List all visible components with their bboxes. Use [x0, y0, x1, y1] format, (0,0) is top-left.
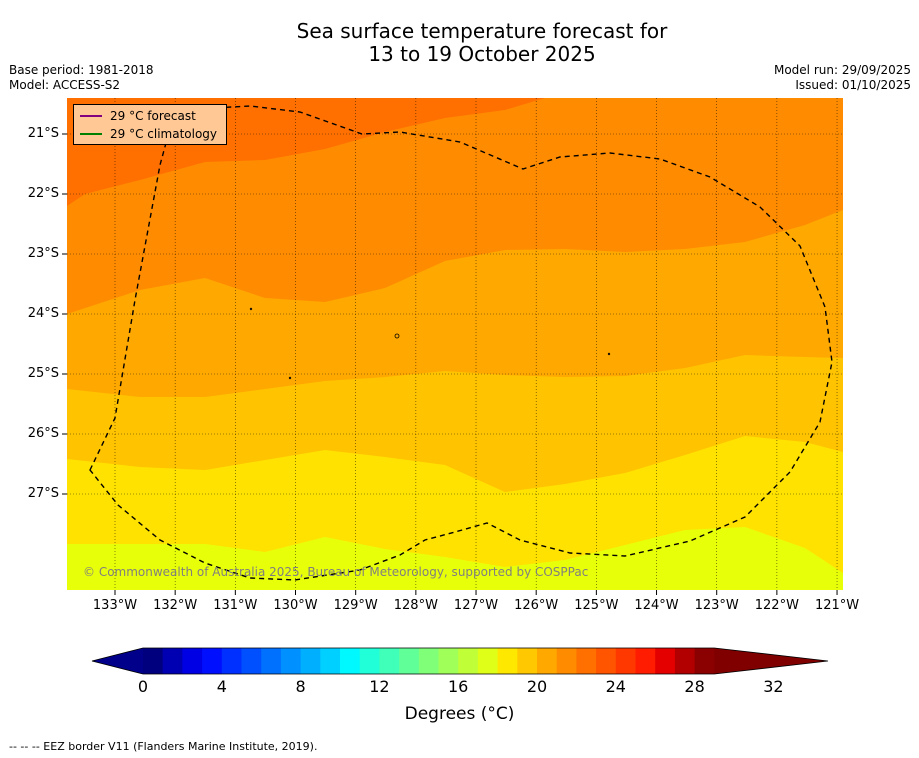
lon-label: 125°W: [574, 598, 619, 613]
lon-label: 127°W: [453, 598, 499, 613]
lon-label: 130°W: [273, 598, 318, 613]
colorbar-segment: [418, 648, 439, 674]
sst-contour-field: [67, 98, 843, 590]
colorbar-tick-label: 4: [216, 677, 227, 696]
chart-title-line1: Sea surface temperature forecast for: [296, 19, 668, 43]
colorbar-segment: [517, 648, 538, 674]
colorbar-over-arrow: [714, 648, 828, 674]
colorbar-segment: [399, 648, 420, 674]
eez-footnote: -- -- -- EEZ border V11 (Flanders Marine…: [9, 740, 318, 753]
lat-label: 21°S: [27, 126, 59, 141]
colorbar-segment: [359, 648, 380, 674]
colorbar-segment: [635, 648, 656, 674]
colorbar-segment: [379, 648, 400, 674]
legend-forecast-label: 29 °C forecast: [110, 109, 196, 123]
colorbar-segment: [438, 648, 459, 674]
lat-label: 23°S: [27, 246, 59, 261]
lon-label: 131°W: [213, 598, 258, 613]
model-run-text: Model run: 29/09/2025: [773, 63, 911, 77]
island: [288, 376, 292, 380]
island: [607, 352, 611, 356]
colorbar: [91, 647, 829, 675]
lon-label: 121°W: [814, 598, 860, 613]
colorbar-segment: [143, 648, 164, 674]
lon-label: 126°W: [514, 598, 559, 613]
lat-label: 25°S: [27, 366, 59, 381]
colorbar-segment: [497, 648, 518, 674]
colorbar-segment: [241, 648, 262, 674]
island: [249, 307, 253, 311]
colorbar-tick-label: 0: [137, 677, 149, 696]
lat-label: 24°S: [27, 306, 59, 321]
legend-forecast-line: [80, 115, 102, 117]
lon-tick-marks: [114, 590, 838, 595]
colorbar-tick-label: 8: [295, 677, 306, 696]
colorbar-segment: [556, 648, 577, 674]
colorbar-tick-label: 28: [684, 677, 705, 696]
lon-label: 122°W: [754, 598, 799, 613]
colorbar-segment: [340, 648, 361, 674]
colorbar-tick-label: 20: [526, 677, 548, 696]
colorbar-tick-label: 24: [605, 677, 626, 696]
eez-border: [89, 105, 833, 581]
colorbar-segment: [694, 648, 715, 674]
colorbar-outline: [91, 647, 829, 675]
lat-tick-marks: [62, 133, 67, 495]
lon-label: 128°W: [393, 598, 438, 613]
colorbar-tick-label: 16: [448, 677, 469, 696]
colorbar-tick-label: 32: [763, 677, 784, 696]
colorbar-under-arrow: [92, 648, 143, 674]
colorbar-segment: [202, 648, 223, 674]
colorbar-segment: [221, 648, 242, 674]
island: [394, 333, 400, 339]
colorbar-segment: [596, 648, 617, 674]
colorbar-segment: [261, 648, 282, 674]
colorbar-segment: [300, 648, 321, 674]
colorbar-segment: [280, 648, 302, 674]
colorbar-tick-label: 12: [369, 677, 390, 696]
lon-label: 133°W: [92, 598, 138, 613]
colorbar-segment: [655, 648, 676, 674]
copyright-text: © Commonwealth of Australia 2025, Bureau…: [83, 565, 589, 579]
legend: 29 °C forecast 29 °C climatology: [73, 104, 227, 145]
legend-entry-forecast: 29 °C forecast: [80, 109, 196, 123]
legend-climatology-line: [80, 133, 102, 135]
legend-climatology-label: 29 °C climatology: [110, 127, 218, 141]
colorbar-segment: [674, 648, 696, 674]
lon-label: 129°W: [333, 598, 378, 613]
colorbar-segment: [320, 648, 341, 674]
issued-text: Issued: 01/10/2025: [795, 78, 911, 92]
model-text: Model: ACCESS-S2: [9, 78, 121, 92]
chart-title-line2: 13 to 19 October 2025: [368, 42, 596, 66]
lon-label: 124°W: [634, 598, 679, 613]
land-outlines: [249, 307, 611, 380]
base-period-text: Base period: 1981-2018: [9, 63, 154, 77]
colorbar-segment: [477, 648, 499, 674]
colorbar-segment: [458, 648, 479, 674]
colorbar-segment: [537, 648, 558, 674]
colorbar-segment: [615, 648, 636, 674]
colorbar-segment: [576, 648, 597, 674]
colorbar-segments: [91, 647, 829, 675]
lat-label: 27°S: [27, 486, 59, 501]
lon-label: 123°W: [694, 598, 739, 613]
colorbar-label: Degrees (°C): [404, 704, 515, 724]
lat-label: 22°S: [27, 186, 59, 201]
gridlines: [67, 98, 843, 590]
lat-label: 26°S: [27, 426, 59, 441]
colorbar-segment: [162, 648, 183, 674]
legend-entry-climatology: 29 °C climatology: [80, 127, 217, 141]
lon-label: 132°W: [153, 598, 198, 613]
colorbar-segment: [182, 648, 203, 674]
